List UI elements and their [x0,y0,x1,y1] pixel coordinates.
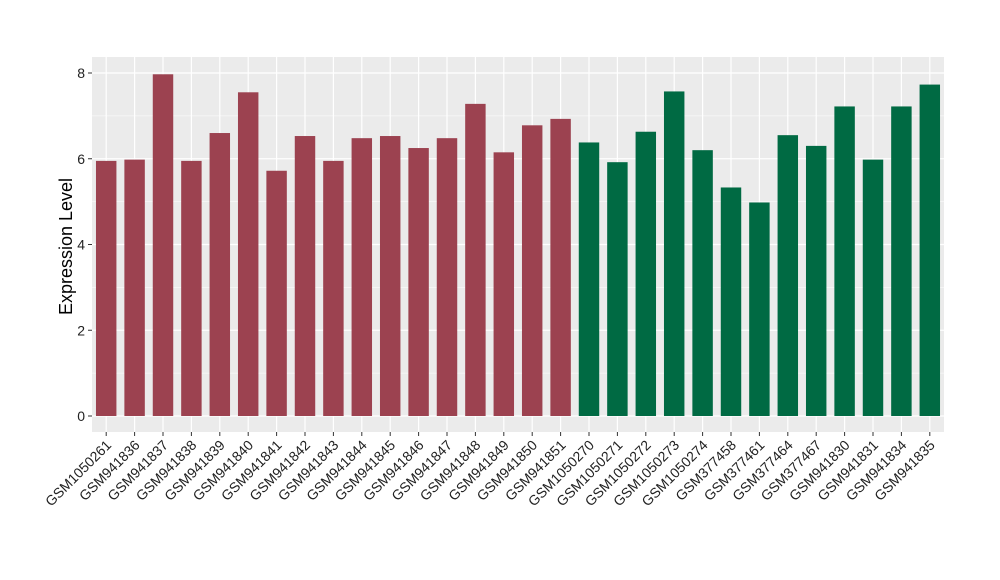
bar-GSM1050272 [635,131,657,416]
bar-GSM941844 [351,138,373,417]
bar-GSM1050273 [663,91,685,416]
bar-GSM941834 [891,106,912,416]
bar-GSM941846 [408,148,429,416]
bar-GSM941835 [919,84,941,417]
y-tick-label: 0 [77,408,85,424]
bar-GSM941838 [181,160,202,416]
bar-GSM941837 [152,74,174,416]
y-tick-label: 4 [77,237,85,253]
bar-GSM377461 [749,202,770,416]
y-tick-label: 8 [77,65,85,81]
bar-GSM941831 [862,159,884,417]
bar-GSM1050271 [607,162,628,416]
bar-GSM941845 [379,136,401,416]
x-axis: GSM1050261GSM941836GSM941837GSM941838GSM… [42,432,938,509]
bars [95,74,941,417]
bar-GSM941839 [209,133,231,416]
bar-GSM1050261 [95,160,117,416]
bar-GSM941842 [294,136,316,416]
bar-GSM941840 [237,92,259,416]
bar-GSM941849 [493,152,515,416]
bar-GSM941847 [436,138,458,417]
y-tick-label: 2 [77,322,85,338]
bar-GSM941836 [124,159,145,417]
bar-GSM941848 [465,103,486,417]
bar-GSM377458 [720,187,742,416]
bar-GSM377464 [777,135,799,416]
bar-GSM941850 [521,125,543,417]
bar-GSM941851 [550,118,571,416]
y-axis-title: Expression Level [56,178,76,315]
y-tick-label: 6 [77,151,85,167]
bar-GSM941841 [266,170,287,416]
y-axis: 0 2 4 6 8 [77,65,92,424]
bar-GSM377467 [805,145,827,416]
bar-GSM1050274 [692,150,713,417]
bar-GSM1050270 [578,142,600,416]
bar-GSM941843 [323,160,344,416]
bar-GSM941830 [834,106,855,416]
